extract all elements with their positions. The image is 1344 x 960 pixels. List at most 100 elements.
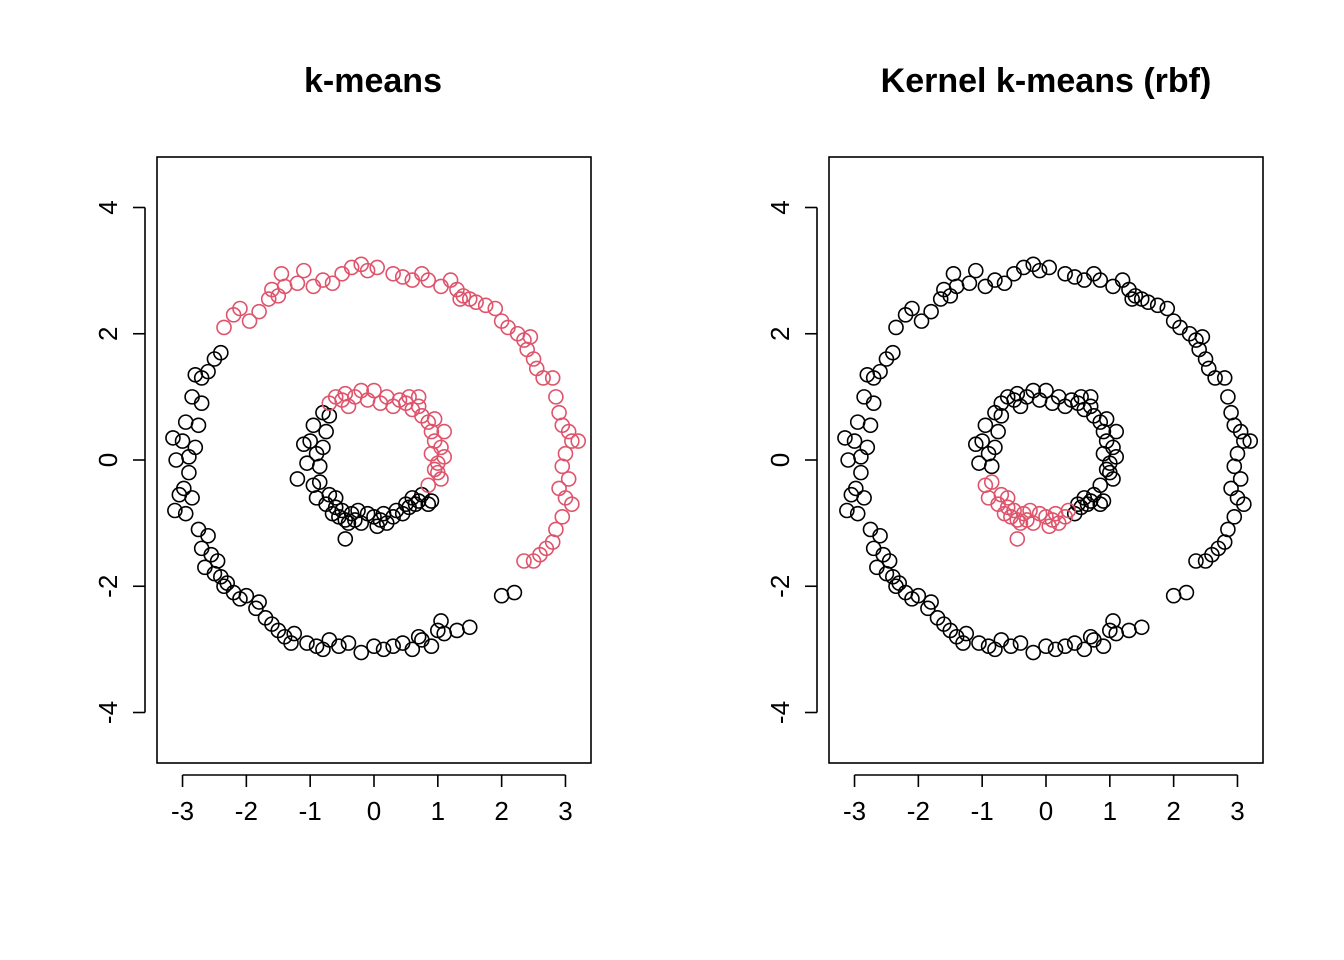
data-point — [493, 587, 510, 604]
y-tick-label: 4 — [93, 200, 123, 214]
data-point — [1003, 638, 1019, 655]
y-tick-label: 0 — [93, 453, 123, 467]
data-point — [385, 638, 401, 655]
data-point — [295, 436, 312, 453]
data-point — [426, 411, 443, 427]
data-point — [881, 553, 898, 569]
data-point — [1066, 635, 1083, 651]
data-point — [1178, 584, 1195, 601]
data-point — [560, 423, 577, 440]
data-point — [251, 303, 267, 320]
data-point — [168, 452, 184, 468]
data-point — [999, 490, 1016, 506]
data-point — [1006, 265, 1022, 282]
data-point — [423, 423, 440, 440]
data-point — [1165, 587, 1182, 604]
data-point — [554, 509, 571, 525]
data-point — [977, 278, 994, 295]
data-point — [955, 635, 971, 651]
data-point — [987, 272, 1003, 288]
data-point — [923, 594, 939, 610]
data-point — [1105, 278, 1121, 295]
data-point — [337, 531, 354, 547]
data-point — [888, 319, 904, 336]
data-point — [862, 417, 879, 434]
data-point — [324, 275, 341, 292]
data-point — [1159, 300, 1176, 317]
y-axis: -4 -2 0 2 4 — [765, 200, 818, 724]
data-point — [967, 262, 984, 279]
data-point — [837, 430, 853, 446]
data-point — [961, 275, 978, 292]
data-point — [1012, 635, 1029, 651]
data-point — [1105, 613, 1121, 629]
x-tick-label: -3 — [171, 796, 194, 826]
data-point — [1226, 509, 1243, 525]
data-point — [1095, 493, 1112, 509]
data-point — [1220, 521, 1236, 538]
data-point — [315, 641, 331, 658]
data-point — [551, 404, 567, 421]
data-point — [1124, 291, 1140, 307]
plot-frame — [828, 156, 1264, 764]
data-point — [181, 449, 197, 465]
x-tick-label: 3 — [558, 796, 572, 826]
x-tick-label: -2 — [235, 796, 258, 826]
data-point — [238, 587, 255, 604]
data-point — [433, 613, 449, 629]
data-point — [1082, 389, 1099, 405]
data-point — [273, 265, 290, 282]
data-point — [554, 458, 571, 475]
x-tick-label: -2 — [907, 796, 930, 826]
data-point — [1022, 502, 1038, 519]
data-point — [1038, 638, 1054, 655]
chart-title: Kernel k-means (rbf) — [881, 62, 1212, 100]
data-point — [971, 635, 987, 651]
x-tick-label: 2 — [494, 796, 508, 826]
y-tick-label: -4 — [93, 701, 123, 724]
data-point — [557, 445, 574, 462]
data-point — [865, 540, 882, 557]
data-point — [331, 638, 347, 655]
data-point — [1242, 433, 1259, 449]
data-point — [216, 319, 232, 336]
x-tick-label: 3 — [1230, 796, 1244, 826]
data-point — [846, 433, 863, 449]
data-point — [404, 641, 421, 658]
y-tick-label: -2 — [765, 575, 795, 598]
panel-kmeans: k-means -3 -2 -1 0 1 2 3 -4 -2 0 2 4 — [93, 62, 592, 826]
data-point — [1025, 644, 1042, 661]
data-point — [1079, 496, 1096, 512]
data-point — [1092, 496, 1109, 512]
data-point — [452, 291, 468, 307]
plot-frame — [156, 156, 592, 764]
data-point — [232, 300, 248, 317]
data-point — [1102, 464, 1118, 481]
data-point — [420, 496, 437, 512]
data-point — [276, 278, 293, 295]
data-point — [516, 553, 532, 569]
data-point — [260, 291, 277, 307]
data-point — [315, 272, 331, 288]
data-point — [560, 471, 577, 487]
data-point — [327, 490, 344, 506]
data-point — [1038, 382, 1054, 399]
data-point — [913, 313, 930, 329]
data-point — [859, 439, 876, 456]
data-point — [177, 505, 194, 522]
data-point — [165, 430, 181, 446]
data-point — [1197, 351, 1214, 367]
data-point — [564, 433, 580, 449]
data-point — [1216, 370, 1233, 386]
data-point — [993, 408, 1010, 424]
data-point — [423, 445, 440, 462]
data-point — [209, 553, 226, 569]
x-axis: -3 -2 -1 0 1 2 3 — [171, 774, 573, 826]
data-point — [401, 389, 417, 405]
data-point — [862, 521, 879, 538]
data-point — [1076, 641, 1093, 658]
data-point — [506, 584, 523, 601]
data-point — [872, 527, 888, 544]
data-point — [385, 265, 401, 282]
